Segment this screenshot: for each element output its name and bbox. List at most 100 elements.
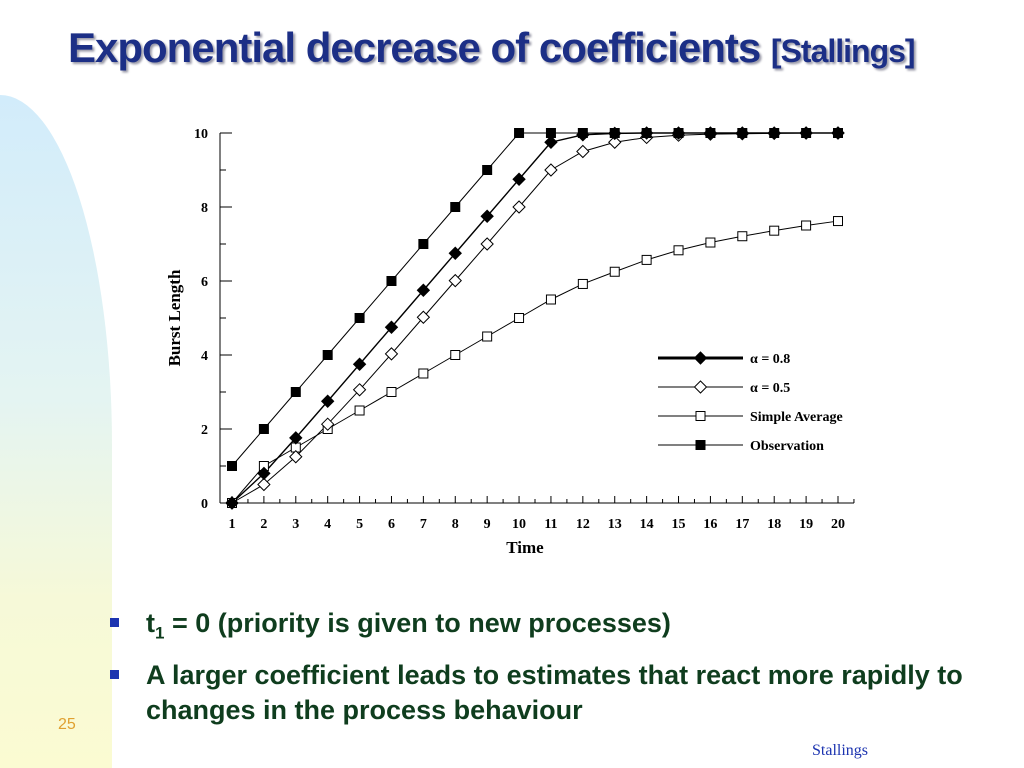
x-tick-label: 16: [703, 517, 717, 532]
slide-title-main: Exponential decrease of coefficients: [68, 24, 771, 71]
y-tick-label: 4: [201, 349, 208, 364]
bullet-item: t1 = 0 (priority is given to new process…: [104, 606, 966, 650]
data-point-series-3: [418, 239, 429, 249]
data-point-series-2: [418, 368, 429, 379]
x-tick-label: 17: [735, 517, 749, 532]
legend-marker: [695, 440, 706, 450]
data-point-series-0: [289, 431, 303, 445]
square-bullet-icon: [110, 618, 119, 627]
data-point-series-0: [831, 126, 845, 140]
data-point-series-1: [384, 347, 399, 361]
data-point-series-0: [384, 320, 399, 334]
x-tick-label: 18: [767, 517, 781, 532]
data-point-series-2: [609, 266, 620, 277]
data-point-series-1: [544, 163, 558, 177]
legend-label: α = 0.8: [750, 352, 790, 367]
data-point-series-2: [737, 231, 748, 242]
footer-source: Stallings: [812, 742, 869, 759]
data-point-series-0: [544, 135, 558, 149]
data-point-series-2: [482, 331, 493, 342]
data-point-series-1: [257, 477, 271, 492]
x-tick-label: 3: [292, 517, 299, 532]
y-tick-label: 6: [201, 275, 208, 290]
data-point-series-0: [480, 209, 494, 223]
x-tick-label: 11: [544, 517, 557, 532]
data-point-series-1: [416, 310, 431, 324]
x-tick-label: 5: [356, 517, 363, 532]
legend-label: α = 0.5: [750, 381, 790, 396]
bullet-text: A larger coefficient leads to estimates …: [146, 660, 963, 726]
square-bullet-icon: [110, 670, 119, 680]
data-point-series-2: [801, 220, 812, 231]
decorative-side-gradient: [0, 95, 112, 768]
y-tick-label: 0: [201, 497, 208, 512]
data-point-series-1: [512, 200, 526, 214]
data-point-series-0: [799, 126, 813, 140]
x-tick-label: 7: [420, 517, 427, 532]
x-tick-label: 14: [640, 517, 654, 532]
data-point-series-0: [448, 246, 462, 260]
x-tick-label: 1: [229, 517, 236, 532]
data-point-series-0: [512, 172, 526, 186]
x-tick-label: 19: [799, 517, 813, 532]
x-axis-title: Time: [506, 538, 544, 557]
data-point-series-2: [450, 350, 461, 360]
x-tick-label: 20: [831, 517, 845, 532]
data-point-series-0: [576, 128, 590, 142]
slide-title-citation: [Stallings]: [770, 33, 916, 69]
data-point-series-1: [576, 144, 590, 159]
data-point-series-0: [320, 394, 335, 408]
data-point-series-1: [320, 417, 335, 431]
bullet-text-pre: t: [146, 608, 155, 638]
series-line-3: [231, 132, 838, 467]
data-point-series-0: [703, 126, 718, 140]
data-point-series-2: [641, 254, 652, 265]
bullet-text-post: = 0 (priority is given to new processes): [164, 608, 671, 638]
x-tick-label: 6: [388, 517, 395, 532]
slide-number: 25: [58, 716, 76, 733]
x-tick-label: 13: [608, 517, 622, 532]
x-tick-label: 9: [484, 517, 491, 532]
chart-svg: 1 2 3 4 5 6 7 8 9 10 11 12 13 14 15 16 17 18 19 200246810Ti…: [165, 126, 855, 557]
data-point-series-0: [257, 466, 271, 481]
data-point-series-3: [514, 128, 525, 138]
bullet-item: A larger coefficient leads to estimates …: [104, 658, 966, 728]
data-point-series-1: [448, 273, 462, 288]
x-tick-label: 15: [672, 517, 686, 532]
data-point-series-0: [416, 283, 431, 297]
data-point-series-2: [386, 387, 397, 397]
y-tick-label: 2: [201, 423, 208, 438]
legend-marker: [695, 411, 706, 421]
x-tick-label: 2: [260, 517, 267, 532]
data-point-series-2: [545, 294, 556, 305]
y-tick-label: 10: [194, 127, 208, 142]
bullet-list: t1 = 0 (priority is given to new process…: [104, 606, 966, 736]
data-point-series-0: [225, 496, 239, 510]
data-point-series-1: [608, 135, 622, 149]
legend-label: Simple Average: [750, 410, 843, 425]
data-point-series-3: [290, 387, 301, 397]
data-point-series-0: [735, 126, 750, 140]
x-tick-label: 4: [324, 517, 331, 532]
data-point-series-2: [769, 225, 780, 236]
data-point-series-0: [352, 357, 367, 371]
y-tick-label: 8: [201, 201, 208, 216]
data-point-series-3: [354, 313, 365, 323]
data-point-series-3: [450, 202, 461, 212]
data-point-series-2: [833, 216, 843, 227]
data-point-series-1: [352, 383, 367, 397]
data-point-series-3: [482, 165, 493, 175]
data-point-series-3: [322, 350, 333, 360]
series-line-1: [231, 132, 838, 504]
x-tick-label: 10: [512, 517, 526, 532]
y-axis-title: Burst Length: [165, 269, 184, 366]
data-point-series-3: [258, 424, 269, 434]
data-point-series-2: [673, 245, 684, 256]
slide-title: Exponential decrease of coefficients [St…: [68, 24, 916, 72]
data-point-series-2: [705, 237, 716, 248]
series-line-2: [231, 220, 839, 504]
x-tick-label: 12: [576, 517, 590, 532]
data-point-series-3: [386, 276, 397, 286]
data-point-series-0: [671, 126, 686, 140]
data-point-series-1: [289, 450, 303, 464]
